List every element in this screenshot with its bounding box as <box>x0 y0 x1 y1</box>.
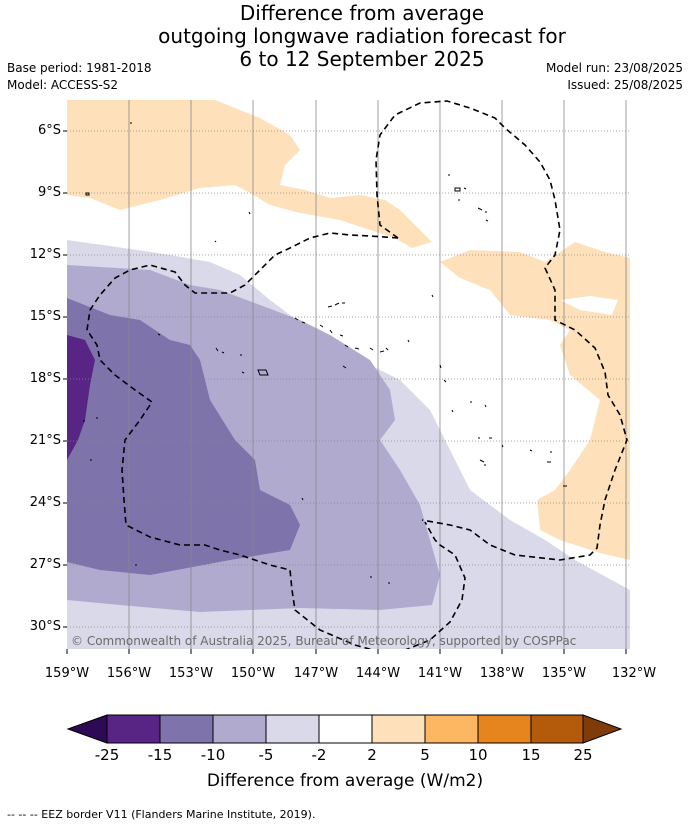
colorbar-label-p10: 10 <box>468 746 488 764</box>
issued-date: Issued: 25/08/2025 <box>567 78 683 92</box>
anomaly-region-m15 <box>67 335 95 460</box>
colorbar-bin-6 <box>371 714 426 744</box>
colorbar-label-m5: -5 <box>258 746 274 764</box>
model-run: Model run: 23/08/2025 <box>545 61 683 75</box>
meta-right: Model run: 23/08/2025 Issued: 25/08/2025 <box>546 60 683 94</box>
lon-label-138w: 138°W <box>479 666 525 681</box>
colorbar <box>66 714 623 744</box>
lon-label-141w: 141°W <box>417 666 463 681</box>
anomaly-region-p2-east <box>440 242 630 560</box>
copyright-notice: © Commonwealth of Australia 2025, Bureau… <box>71 634 577 648</box>
lat-label-15s: 15°S <box>29 309 61 324</box>
colorbar-bin-2 <box>159 714 214 744</box>
anomaly-region-p2-north <box>67 100 432 248</box>
lon-label-153w: 153°W <box>168 666 214 681</box>
colorbar-title: Difference from average (W/m2) <box>206 771 484 791</box>
colorbar-bin-4 <box>265 714 320 744</box>
colorbar-bin-1 <box>106 714 161 744</box>
meridians <box>128 100 627 649</box>
lon-label-132w: 132°W <box>611 666 657 681</box>
title-line-1: Difference from average <box>239 1 485 25</box>
x-ticks <box>66 649 627 654</box>
colorbar-label-m25: -25 <box>94 746 120 764</box>
lon-label-135w: 135°W <box>541 666 587 681</box>
chart-title: Difference from average outgoing longwav… <box>0 2 690 71</box>
lat-label-6s: 6°S <box>37 123 61 138</box>
colorbar-bin-8 <box>477 714 532 744</box>
lon-label-150w: 150°W <box>230 666 276 681</box>
lat-label-9s: 9°S <box>37 185 61 200</box>
lon-label-159w: 159°W <box>44 666 90 681</box>
lat-label-30s: 30°S <box>29 619 61 634</box>
islands <box>83 122 567 584</box>
title-line-2: outgoing longwave radiation forecast for <box>158 24 566 48</box>
colorbar-label-m2: -2 <box>311 746 327 764</box>
colorbar-label-p25: 25 <box>573 746 593 764</box>
lat-label-21s: 21°S <box>29 433 61 448</box>
anomaly-region-m10 <box>67 298 300 575</box>
eez-borders <box>86 100 628 649</box>
colorbar-label-m10: -10 <box>200 746 226 764</box>
title-line-3: 6 to 12 September 2025 <box>239 47 485 71</box>
y-ticks <box>63 130 67 628</box>
gridlines <box>67 130 630 628</box>
colorbar-bin-7 <box>424 714 479 744</box>
lat-label-27s: 27°S <box>29 557 61 572</box>
colorbar-label-p5: 5 <box>420 746 430 764</box>
map-plot-area <box>67 100 630 649</box>
colorbar-bin-3 <box>212 714 267 744</box>
lat-label-12s: 12°S <box>29 247 61 262</box>
lat-label-18s: 18°S <box>29 371 61 386</box>
lon-label-156w: 156°W <box>106 666 152 681</box>
colorbar-bin-9 <box>530 714 584 744</box>
eez-footnote: -- -- -- EEZ border V11 (Flanders Marine… <box>7 808 316 821</box>
colorbar-label-p2: 2 <box>367 746 377 764</box>
positive-hole-east <box>560 296 618 315</box>
lon-label-144w: 144°W <box>355 666 401 681</box>
model-name: Model: ACCESS-S2 <box>7 78 119 92</box>
lat-label-24s: 24°S <box>29 495 61 510</box>
colorbar-extend-low <box>66 714 108 744</box>
colorbar-label-p15: 15 <box>521 746 541 764</box>
colorbar-extend-high <box>582 714 623 744</box>
colorbar-bin-5 <box>318 714 373 744</box>
lon-label-147w: 147°W <box>293 666 339 681</box>
meta-left: Base period: 1981-2018 Model: ACCESS-S2 <box>7 60 152 94</box>
base-period: Base period: 1981-2018 <box>7 61 152 75</box>
colorbar-label-m15: -15 <box>147 746 173 764</box>
